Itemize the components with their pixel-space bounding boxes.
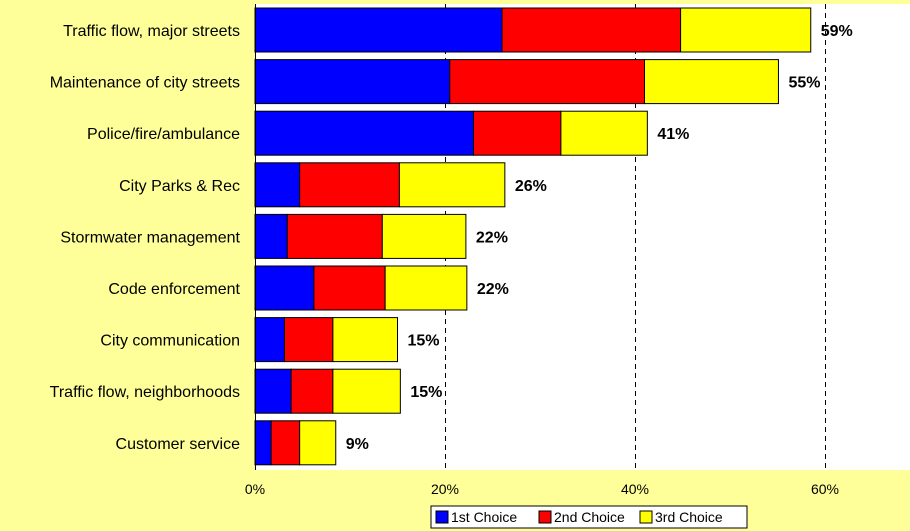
bar-segment-1-row-5 [254, 213, 288, 259]
bar-segment-2-row-5 [286, 213, 383, 259]
bar-segment-3-row-4 [398, 162, 506, 208]
total-label: 15% [410, 384, 442, 401]
total-label: 55% [788, 75, 820, 92]
legend-swatch-1 [435, 510, 449, 524]
x-tick-label: 40% [621, 481, 649, 497]
legend-swatch-2 [538, 510, 552, 524]
bar-segment-1-row-8 [254, 368, 292, 414]
total-label: 26% [515, 178, 547, 195]
bar-segment-3-row-6 [384, 265, 468, 311]
bar-segment-2-row-3 [473, 110, 562, 156]
category-label: Traffic flow, neighborhoods [50, 384, 240, 401]
category-label: Traffic flow, major streets [63, 23, 240, 40]
bar-segment-3-row-3 [560, 110, 648, 156]
bar-segment-2-row-7 [283, 317, 334, 363]
legend-swatch-3 [639, 510, 653, 524]
category-labels: Traffic flow, major streets Maintenance o… [50, 23, 241, 453]
total-label: 9% [346, 436, 369, 453]
total-label: 15% [408, 333, 440, 350]
bar-segment-2-row-9 [270, 420, 301, 466]
total-labels: 59% 55% 41% 26% 22% 22% 15% 15% 9% [346, 23, 853, 453]
category-label: Customer service [116, 436, 241, 453]
category-label: Stormwater management [60, 229, 240, 246]
bar-segment-3-row-9 [299, 420, 337, 466]
x-tick-label: 20% [431, 481, 459, 497]
total-label: 41% [657, 126, 689, 143]
bar-segment-1-row-9 [254, 420, 272, 466]
bar-segment-1-row-2 [254, 59, 451, 105]
bar-segment-3-row-7 [332, 317, 398, 363]
category-label: Police/fire/ambulance [87, 126, 240, 143]
bar-segment-2-row-6 [313, 265, 386, 311]
bar-segment-3-row-5 [381, 213, 467, 259]
total-label: 59% [821, 23, 853, 40]
legend-box [430, 505, 748, 529]
x-axis-ticks: 0% 20% 40% 60% [245, 481, 839, 497]
category-label: Code enforcement [108, 281, 240, 298]
bar-segment-2-row-4 [299, 162, 400, 208]
bar-segment-3-row-8 [332, 368, 401, 414]
total-label: 22% [476, 229, 508, 246]
total-label: 22% [477, 281, 509, 298]
bar-segment-2-row-2 [449, 59, 645, 105]
bar-segment-2-row-8 [290, 368, 334, 414]
bar-segment-1-row-4 [254, 162, 301, 208]
legend-label-1: 1st Choice [451, 509, 517, 525]
legend-label-3: 3rd Choice [655, 509, 723, 525]
gridlines [445, 4, 826, 470]
bar-segment-1-row-7 [254, 317, 285, 363]
bar-segment-3-row-2 [644, 59, 779, 105]
bar-segment-2-row-1 [501, 7, 682, 53]
x-tick-label: 0% [245, 481, 265, 497]
category-label: City Parks & Rec [119, 178, 240, 195]
x-tick-label: 60% [811, 481, 839, 497]
bars [254, 7, 812, 466]
legend: 1st Choice 2nd Choice 3rd Choice [430, 505, 748, 529]
bar-segment-1-row-1 [254, 7, 503, 53]
bar-segment-3-row-1 [680, 7, 812, 53]
bar-segment-1-row-3 [254, 110, 474, 156]
category-label: Maintenance of city streets [50, 75, 240, 92]
category-label: City communication [100, 333, 240, 350]
legend-label-2: 2nd Choice [554, 509, 625, 525]
bar-segment-1-row-6 [254, 265, 315, 311]
